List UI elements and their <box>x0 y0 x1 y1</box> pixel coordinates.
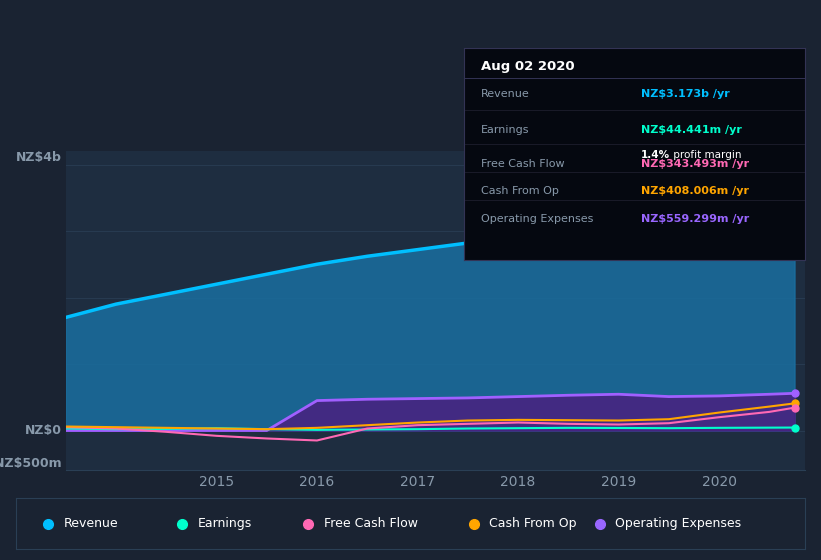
Text: NZ$4b: NZ$4b <box>16 151 62 164</box>
Text: Cash From Op: Cash From Op <box>489 517 577 530</box>
Text: NZ$3.173b /yr: NZ$3.173b /yr <box>641 90 730 100</box>
Text: Revenue: Revenue <box>64 517 118 530</box>
Text: NZ$44.441m /yr: NZ$44.441m /yr <box>641 124 742 134</box>
Text: Free Cash Flow: Free Cash Flow <box>323 517 418 530</box>
Text: profit margin: profit margin <box>670 150 741 160</box>
Text: NZ$343.493m /yr: NZ$343.493m /yr <box>641 158 749 169</box>
Text: Free Cash Flow: Free Cash Flow <box>481 158 565 169</box>
Text: NZ$559.299m /yr: NZ$559.299m /yr <box>641 214 750 224</box>
Text: Revenue: Revenue <box>481 90 530 100</box>
Text: Earnings: Earnings <box>481 124 530 134</box>
Text: NZ$0: NZ$0 <box>25 424 62 437</box>
Text: Cash From Op: Cash From Op <box>481 186 559 196</box>
Text: -NZ$500m: -NZ$500m <box>0 458 62 470</box>
Text: Operating Expenses: Operating Expenses <box>616 517 741 530</box>
Text: NZ$408.006m /yr: NZ$408.006m /yr <box>641 186 749 196</box>
Text: Earnings: Earnings <box>198 517 252 530</box>
Text: 1.4%: 1.4% <box>641 150 670 160</box>
Text: Aug 02 2020: Aug 02 2020 <box>481 60 575 73</box>
Text: Operating Expenses: Operating Expenses <box>481 214 594 224</box>
